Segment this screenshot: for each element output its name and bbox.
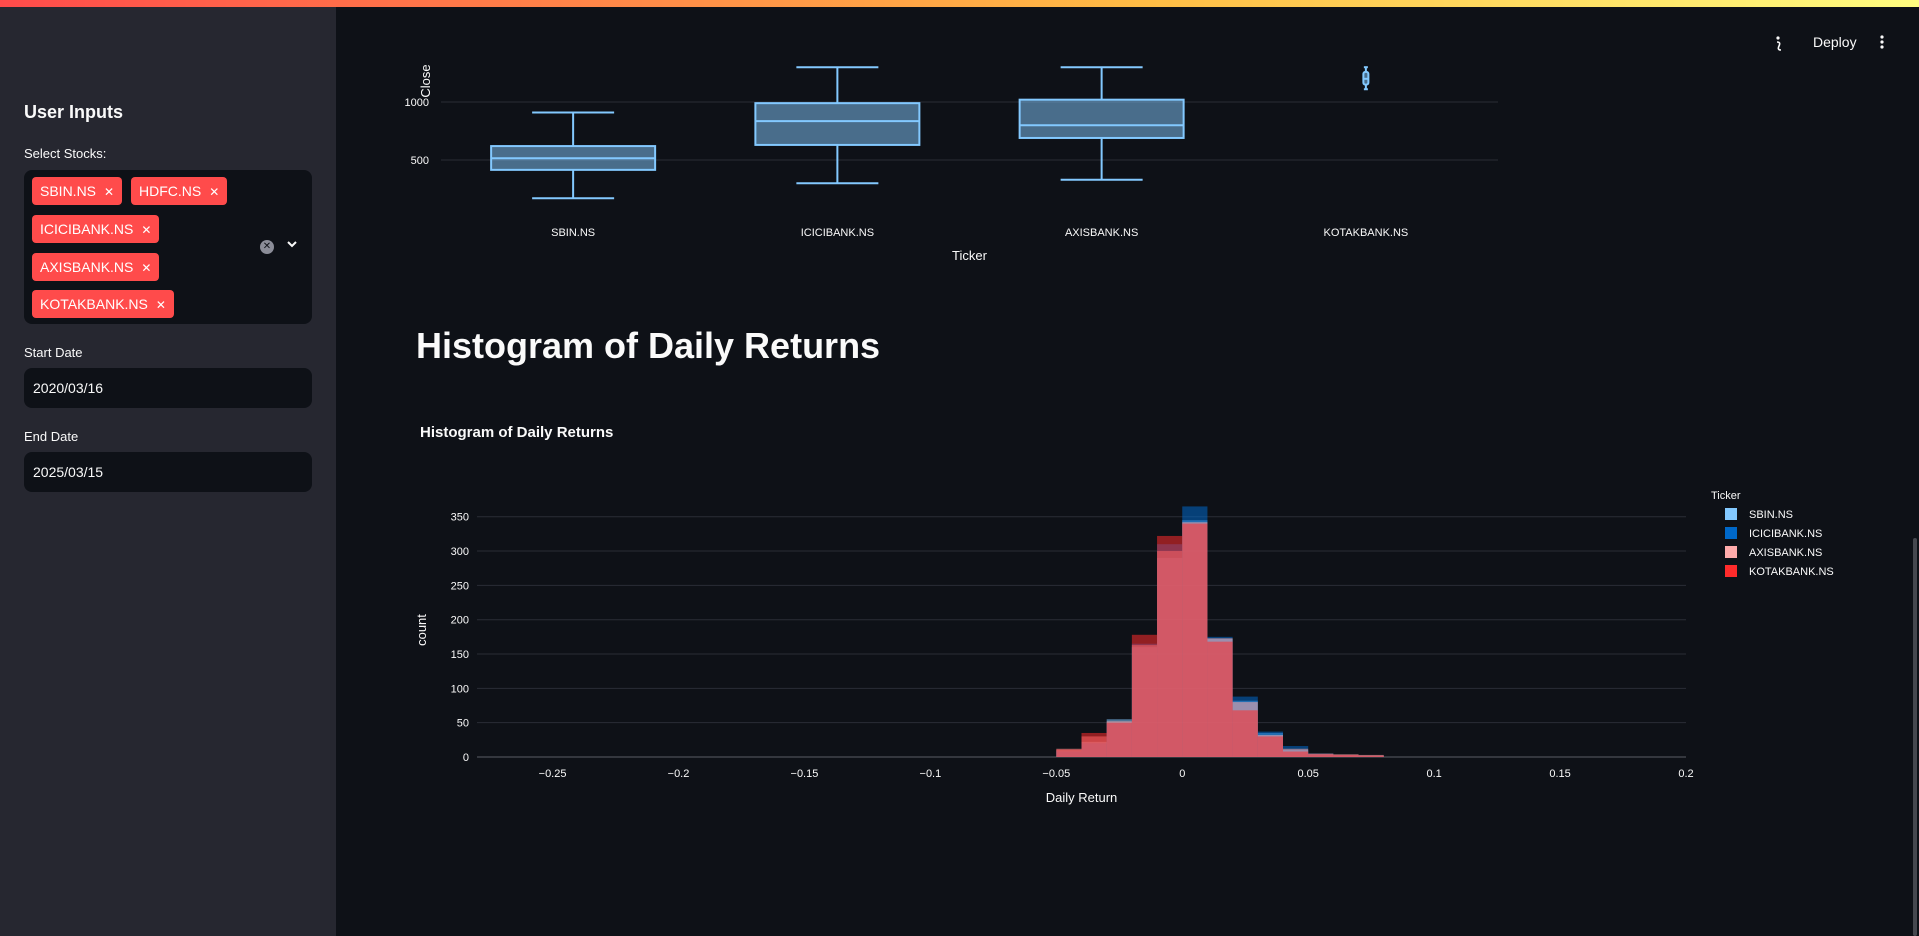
y-tick-label: 100	[451, 683, 469, 695]
y-axis-title: Close	[418, 64, 433, 97]
sidebar-title: User Inputs	[24, 102, 124, 122]
chart-title: Histogram of Daily Returns	[420, 424, 613, 441]
histogram-bar	[1182, 523, 1208, 757]
x-tick-label: −0.05	[1042, 768, 1070, 780]
legend-label: KOTAKBANK.NS	[1749, 566, 1834, 578]
y-tick-label: 0	[463, 752, 469, 764]
histogram-bar	[1257, 736, 1283, 757]
histogram-bar	[1207, 641, 1233, 757]
x-tick-label: 0.15	[1549, 768, 1570, 780]
x-tick-label: 0	[1179, 768, 1185, 780]
histogram-bar	[1056, 749, 1082, 757]
x-axis-title: Ticker	[952, 248, 988, 263]
histogram-bar	[1333, 754, 1359, 757]
stock-chip-label: KOTAKBANK.NS	[40, 296, 148, 312]
x-axis-title: Daily Return	[1046, 790, 1118, 805]
x-tick-label: AXISBANK.NS	[1065, 227, 1138, 239]
daily-returns-histogram: Histogram of Daily Returns 0 50 100 150 200 25…	[414, 424, 1834, 805]
chevron-down-icon[interactable]	[282, 236, 302, 256]
x-tick-label: KOTAKBANK.NS	[1323, 227, 1408, 239]
legend-swatch	[1725, 508, 1737, 520]
histogram-bar	[1157, 535, 1183, 757]
legend-title: Ticker	[1711, 490, 1741, 502]
x-tick-label: ICICIBANK.NS	[801, 227, 874, 239]
stock-chip[interactable]: KOTAKBANK.NS ✕	[32, 290, 174, 318]
page-title: Histogram of Daily Returns	[416, 325, 881, 366]
remove-chip-icon[interactable]: ✕	[141, 261, 152, 275]
clear-all-icon[interactable]: ✕	[260, 240, 274, 254]
end-date-input[interactable]: 2025/03/15	[24, 452, 312, 492]
main-menu-icon[interactable]	[1876, 30, 1888, 54]
stock-chip[interactable]: AXISBANK.NS ✕	[32, 253, 160, 281]
remove-chip-icon[interactable]: ✕	[209, 185, 220, 199]
x-tick-label: 0.1	[1426, 768, 1441, 780]
x-tick-label: 0.05	[1297, 768, 1318, 780]
start-date-label: Start Date	[24, 345, 83, 360]
y-tick-label: 150	[451, 649, 469, 661]
histogram-bar	[1106, 722, 1132, 757]
start-date-input[interactable]: 2020/03/16	[24, 368, 312, 408]
stock-chip-label: ICICIBANK.NS	[40, 221, 134, 237]
legend-swatch	[1725, 565, 1737, 577]
stock-chip[interactable]: SBIN.NS ✕	[32, 177, 123, 205]
histogram-bar	[1232, 710, 1258, 757]
y-tick-label: 200	[451, 615, 469, 627]
deploy-button[interactable]: Deploy	[1813, 34, 1857, 50]
remove-chip-icon[interactable]: ✕	[141, 223, 152, 237]
histogram-bar	[1308, 754, 1334, 757]
select-stocks-label: Select Stocks:	[24, 146, 107, 161]
box	[1018, 98, 1185, 139]
stock-chip[interactable]: HDFC.NS ✕	[131, 177, 228, 205]
remove-chip-icon[interactable]: ✕	[155, 298, 166, 312]
stock-chip[interactable]: ICICIBANK.NS ✕	[32, 215, 160, 243]
y-tick-label: 500	[411, 155, 429, 167]
status-top-line	[0, 0, 1919, 7]
legend-swatch	[1725, 527, 1737, 539]
x-tick-label: −0.1	[920, 768, 942, 780]
main-scrollbar[interactable]	[1913, 538, 1917, 936]
stock-chip-label: AXISBANK.NS	[40, 259, 134, 275]
stock-chip-label: HDFC.NS	[139, 183, 202, 199]
x-tick-label: 0.2	[1678, 768, 1693, 780]
stock-chip-label: SBIN.NS	[40, 183, 97, 199]
legend-label: ICICIBANK.NS	[1749, 528, 1822, 540]
legend-label: SBIN.NS	[1749, 509, 1793, 521]
end-date-label: End Date	[24, 429, 79, 444]
status-running-icon[interactable]	[1772, 30, 1786, 54]
histogram-bar	[1081, 732, 1107, 757]
stocks-multiselect[interactable]: SBIN.NS ✕ HDFC.NS ✕ ICICIBANK.NS ✕ AXISBANK…	[24, 170, 312, 324]
x-tick-label: −0.15	[791, 768, 819, 780]
y-tick-label: 250	[451, 580, 469, 592]
remove-chip-icon[interactable]: ✕	[104, 185, 115, 199]
close-boxplot: 500 1000 SBIN.NS ICICIBANK.NS AXISBANK.NS KOT…	[405, 64, 1498, 263]
legend-swatch	[1725, 546, 1737, 558]
y-tick-label: 350	[451, 512, 469, 524]
x-tick-label: −0.2	[668, 768, 690, 780]
box	[754, 102, 921, 146]
y-tick-label: 1000	[405, 97, 429, 109]
histogram-bar	[1131, 634, 1158, 757]
y-axis-title: count	[414, 614, 429, 646]
x-tick-label: −0.25	[539, 768, 567, 780]
legend-label: AXISBANK.NS	[1749, 547, 1822, 559]
histogram-bar	[1358, 755, 1384, 757]
sidebar: User Inputs Select Stocks: SBIN.NS ✕ HDFC…	[0, 0, 336, 936]
x-tick-label: SBIN.NS	[551, 227, 595, 239]
histogram-bar	[1283, 751, 1309, 757]
y-tick-label: 50	[457, 718, 469, 730]
y-tick-label: 300	[451, 546, 469, 558]
